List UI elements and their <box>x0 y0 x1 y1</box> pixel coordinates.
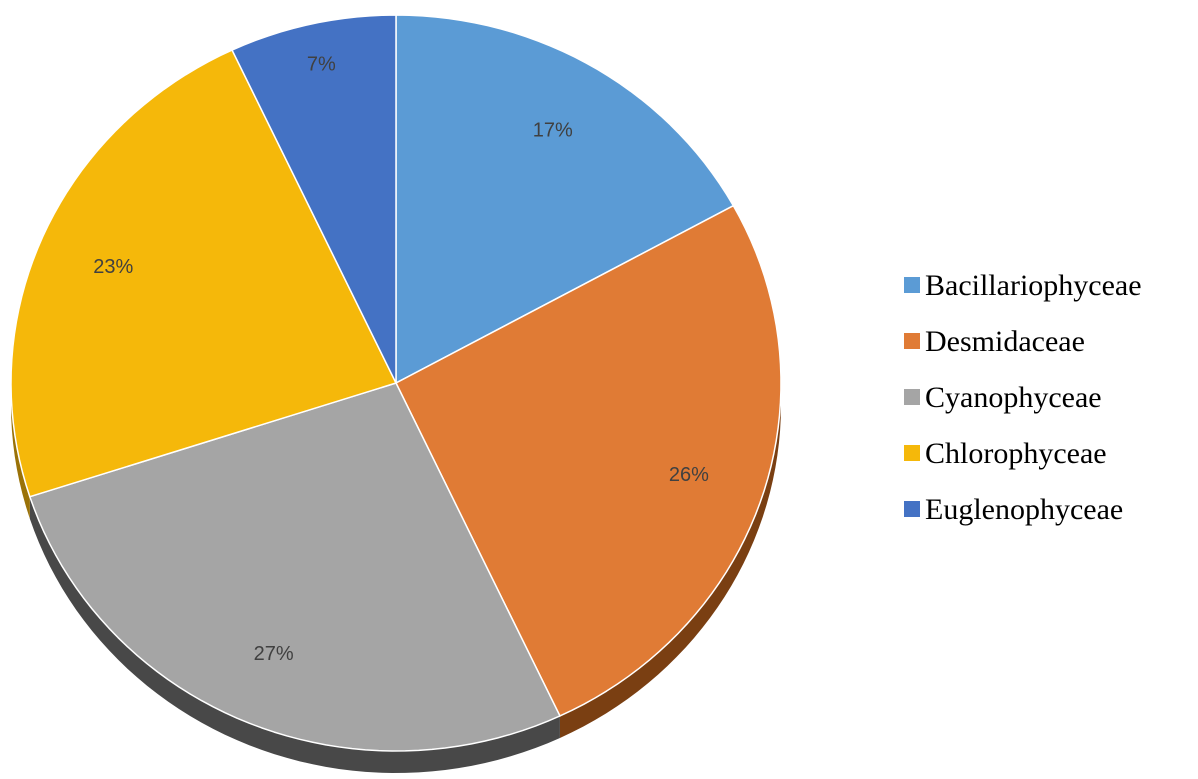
pie-slice-euglenophyceae <box>231 14 397 384</box>
data-label-chlorophyceae: 23% <box>93 256 133 278</box>
legend-label-bacillariophyceae: Bacillariophyceae <box>925 269 1142 302</box>
legend: Bacillariophyceae Desmidaceae Cyanophyceae… <box>904 269 1142 526</box>
legend-swatch-cyanophyceae <box>904 389 920 405</box>
legend-swatch-euglenophyceae <box>904 501 920 517</box>
legend-label-desmidaceae: Desmidaceae <box>925 325 1085 358</box>
pie-side-chlorophyceae <box>11 383 30 519</box>
data-label-desmidaceae: 26% <box>669 464 709 486</box>
legend-label-chlorophyceae: Chlorophyceae <box>925 437 1107 470</box>
legend-label-cyanophyceae: Cyanophyceae <box>925 381 1102 414</box>
pie-slices <box>10 14 782 752</box>
pie-depth <box>11 383 781 773</box>
legend-swatch-chlorophyceae <box>904 445 920 461</box>
data-label-euglenophyceae: 7% <box>307 53 336 75</box>
pie-slice-cyanophyceae <box>29 382 561 752</box>
legend-label-euglenophyceae: Euglenophyceae <box>925 493 1123 526</box>
pie-slice-bacillariophyceae <box>395 14 735 384</box>
pie-slice-desmidaceae <box>395 204 782 717</box>
pie-side-desmidaceae <box>559 383 781 738</box>
data-label-cyanophyceae: 27% <box>254 643 294 665</box>
pie-data-labels: 17% 26% 27% 23% 7% <box>93 53 709 665</box>
legend-swatch-bacillariophyceae <box>904 277 920 293</box>
legend-swatch-desmidaceae <box>904 333 920 349</box>
pie-slice-chlorophyceae <box>10 49 397 498</box>
data-label-bacillariophyceae: 17% <box>533 120 573 142</box>
pie-side-cyanophyceae <box>29 496 560 773</box>
